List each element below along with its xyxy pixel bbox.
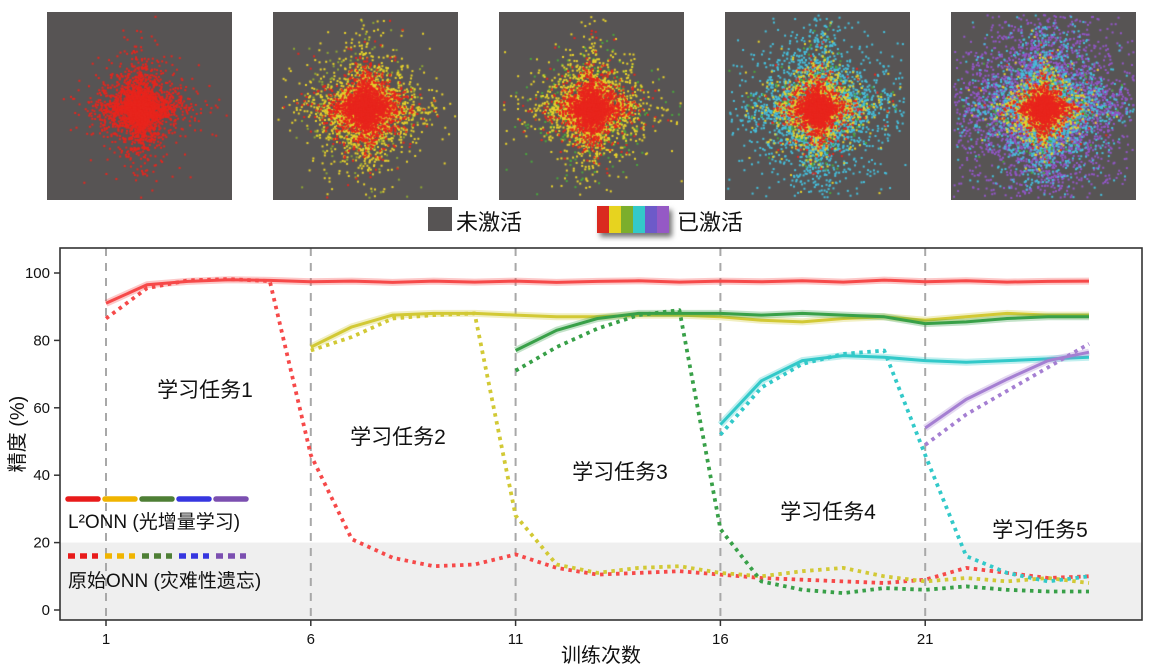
plot-frame	[59, 247, 1143, 621]
activation-panel-1	[47, 12, 232, 200]
task1-l2onn-glow	[104, 276, 1090, 307]
task-label-4: 学习任务4	[780, 501, 876, 524]
task5-original-line	[924, 342, 1090, 447]
task3-original-line	[514, 308, 1089, 595]
active-label: 已激活	[677, 210, 744, 235]
ytick-label-60: 60	[33, 400, 50, 417]
activation-panel-2	[273, 12, 458, 200]
task1-l2onn-line	[105, 278, 1090, 305]
colormap-segment-1	[597, 206, 609, 233]
inactive-label: 未激活	[456, 210, 523, 235]
ytick-label-100: 100	[25, 265, 50, 282]
colormap-segment-3	[621, 206, 633, 233]
task3-l2onn-line	[514, 311, 1089, 352]
colormap-segment-6	[657, 206, 669, 233]
task4-l2onn-line	[719, 354, 1090, 426]
legend-solid-label: L²ONN (光增量学习)	[68, 511, 240, 533]
task-label-1: 学习任务1	[157, 379, 253, 402]
xtick-label-21: 21	[917, 631, 934, 648]
task-label-5: 学习任务5	[992, 519, 1088, 542]
activated-colormap-strip	[597, 206, 669, 233]
ytick-label-0: 0	[42, 602, 50, 619]
inactive-color-swatch	[428, 207, 452, 231]
ytick-label-40: 40	[33, 467, 50, 484]
colormap-segment-2	[609, 206, 621, 233]
colormap-segment-5	[645, 206, 657, 233]
xtick-label-11: 11	[508, 631, 524, 648]
y-axis-title: 精度 (%)	[6, 396, 29, 473]
activation-panel-4	[725, 12, 910, 200]
colormap-segment-4	[633, 206, 645, 233]
task2-original-line	[310, 311, 1090, 585]
activation-legend: 未激活 已激活	[0, 204, 1150, 236]
legend-dotted-label: 原始ONN (灾难性遗忘)	[68, 570, 261, 592]
xtick-label-16: 16	[712, 631, 729, 648]
task-label-3: 学习任务3	[572, 461, 668, 484]
x-axis-title: 训练次数	[561, 644, 641, 667]
activation-panel-5	[951, 12, 1136, 200]
xtick-label-1: 1	[102, 631, 110, 648]
activation-panel-3	[499, 12, 684, 200]
xtick-label-6: 6	[307, 631, 315, 648]
ytick-label-20: 20	[33, 535, 50, 552]
task-label-2: 学习任务2	[350, 426, 446, 449]
ytick-label-80: 80	[33, 332, 50, 349]
task4-original-line	[718, 348, 1090, 584]
